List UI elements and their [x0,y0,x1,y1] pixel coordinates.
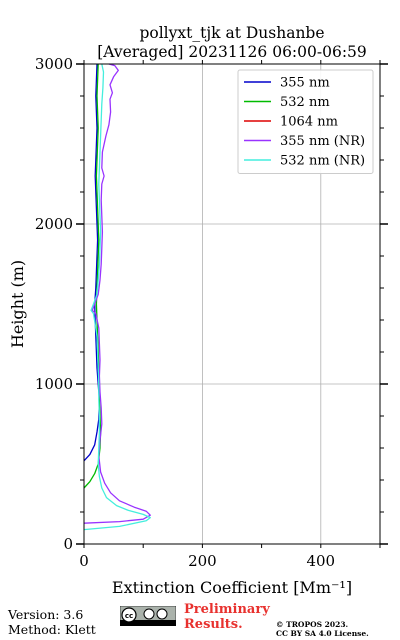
copyright-line-2: CC BY SA 4.0 License. [276,629,369,638]
y-tick-label: 2000 [35,215,73,233]
legend-label: 355 nm [280,76,330,91]
method-text: Method: Klett [8,622,96,637]
series-lines [83,63,151,531]
series-line [83,63,151,531]
legend-label: 355 nm (NR) [280,134,365,149]
legend: 355 nm 532 nm 1064 nm 355 nm (NR) 532 nm (NR… [237,69,374,174]
svg-text:cc: cc [125,612,133,620]
copyright-line-1: © TROPOS 2023. [276,620,349,629]
copyright-note: © TROPOS 2023. CC BY SA 4.0 License. [276,620,369,638]
version-text: Version: 3.6 [8,607,84,622]
plot-area-frame [83,63,381,545]
x-tick-label: 0 [79,552,89,570]
series-line [83,63,151,524]
cc-license-badge: cc [119,605,177,627]
x-tick-label: 200 [188,552,217,570]
legend-label: 532 nm [280,95,330,110]
series-line [83,63,101,462]
legend-box [237,69,374,174]
x-tick-label: 400 [306,552,335,570]
y-tick-label: 0 [63,535,73,553]
y-tick-label: 1000 [35,375,73,393]
chart-title-line-1: pollyxt_tjk at Dushanbe [139,24,325,42]
x-axis-label: Extinction Coefficient [Mm⁻¹] [112,578,352,597]
y-axis-label: Height (m) [8,260,27,348]
y-tick-label: 3000 [35,55,73,73]
axis-ticks: 0 1000 2000 3000 0 200 400 [35,55,388,570]
preliminary-results-note: Preliminary Results. [184,602,270,632]
preliminary-line-1: Preliminary [184,602,270,617]
legend-label: 1064 nm [280,115,338,130]
preliminary-line-2: Results. [184,617,243,632]
legend-label: 532 nm (NR) [280,154,365,169]
chart-title-line-2: [Averaged] 20231126 06:00-06:59 [97,43,367,61]
